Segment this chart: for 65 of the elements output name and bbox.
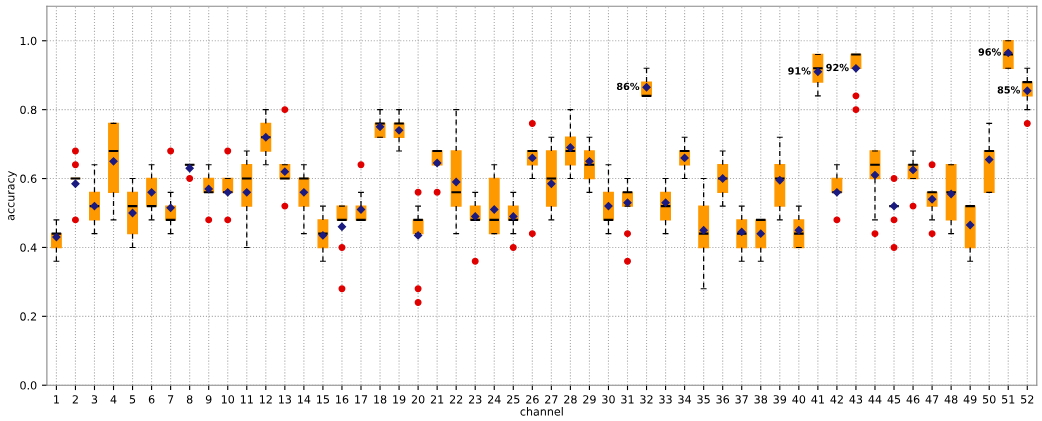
x-tick-label: 35 [697, 395, 710, 404]
annotation: 86% [616, 82, 640, 91]
x-tick-label: 11 [240, 395, 253, 404]
x-tick-label: 1 [54, 395, 59, 404]
x-tick-label: 3 [91, 395, 98, 404]
x-tick-label: 31 [621, 395, 634, 404]
x-tick-label: 38 [754, 395, 768, 404]
x-tick-label: 50 [982, 395, 996, 404]
x-tick-label: 36 [716, 395, 730, 404]
x-tick-label: 45 [887, 395, 901, 404]
annotation: 85% [997, 86, 1021, 94]
x-tick-label: 34 [678, 395, 692, 404]
x-tick-label: 15 [317, 395, 330, 404]
y-tick-label: 0.4 [20, 243, 37, 252]
x-tick-label: 19 [393, 395, 406, 404]
x-tick-label: 48 [944, 395, 958, 404]
x-tick-label: 12 [259, 395, 272, 404]
x-tick-label: 32 [640, 395, 653, 404]
x-tick-label: 21 [430, 395, 444, 404]
x-tick-label: 23 [468, 395, 482, 404]
x-tick-label: 16 [336, 395, 349, 404]
x-tick-label: 9 [205, 395, 212, 404]
x-tick-label: 37 [735, 395, 748, 404]
x-tick-label: 29 [583, 395, 596, 404]
x-tick-label: 6 [148, 395, 155, 404]
x-tick-label: 39 [773, 395, 787, 404]
x-tick-label: 27 [545, 395, 558, 404]
x-tick-label: 26 [526, 395, 539, 404]
x-tick-label: 49 [963, 395, 977, 404]
x-tick-label: 41 [811, 395, 824, 404]
x-tick-label: 40 [792, 395, 806, 404]
x-tick-label: 43 [849, 395, 863, 404]
x-tick-label: 4 [110, 395, 117, 404]
x-tick-label: 8 [186, 395, 193, 404]
annotation: 91% [788, 67, 811, 75]
x-tick-label: 7 [168, 395, 174, 404]
y-tick-label: 1.0 [20, 36, 37, 46]
x-tick-label: 17 [355, 395, 368, 404]
y-tick-label: 0.8 [20, 105, 37, 115]
x-tick-label: 20 [411, 395, 425, 404]
x-tick-label: 13 [279, 395, 292, 404]
annotation: 92% [826, 63, 849, 72]
y-tick-label: 0.2 [20, 312, 37, 321]
x-tick-label: 51 [1002, 395, 1015, 404]
x-tick-label: 10 [221, 395, 235, 404]
x-tick-label: 33 [659, 395, 672, 404]
x-axis-title: channel [520, 407, 563, 416]
x-tick-label: 22 [449, 395, 463, 404]
x-tick-label: 46 [906, 395, 920, 404]
y-tick-label: 0.0 [20, 381, 37, 390]
x-tick-label: 42 [830, 395, 843, 404]
x-tick-label: 28 [564, 395, 577, 404]
x-tick-label: 24 [487, 395, 501, 404]
x-tick-label: 30 [602, 395, 615, 404]
x-tick-label: 44 [868, 395, 882, 404]
x-tick-label: 5 [129, 395, 136, 404]
x-tick-label: 14 [298, 395, 311, 404]
x-tick-label: 25 [507, 395, 520, 404]
y-axis-title: accuracy [8, 171, 17, 221]
annotation: 96% [978, 48, 1001, 56]
x-tick-label: 2 [72, 395, 78, 404]
x-tick-label: 47 [925, 395, 939, 404]
y-tick-label: 0.6 [20, 174, 37, 183]
x-tick-label: 52 [1021, 395, 1034, 404]
x-tick-label: 18 [374, 395, 387, 404]
